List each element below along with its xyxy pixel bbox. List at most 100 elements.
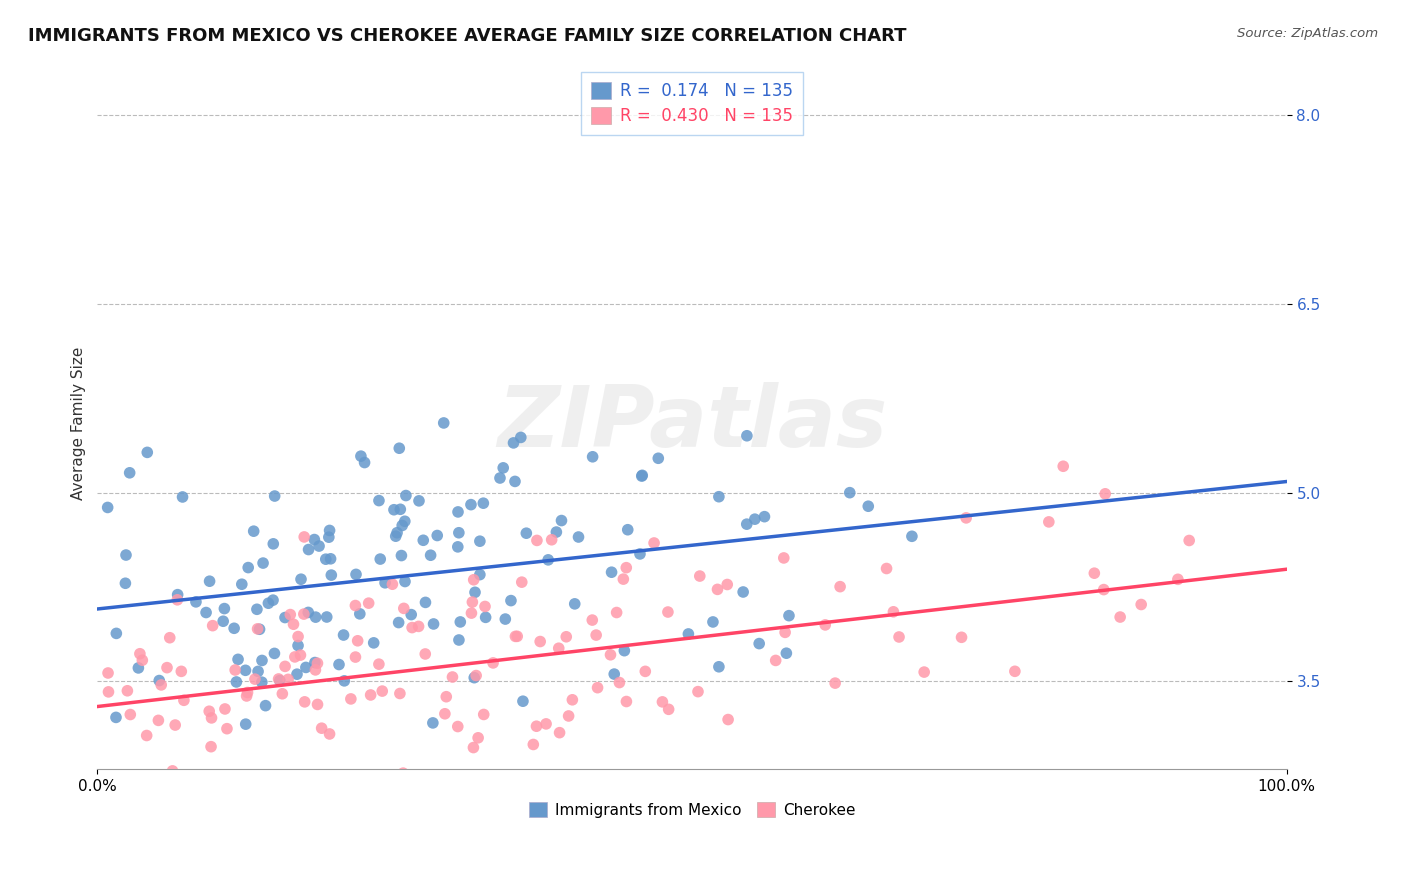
Point [581, 450, 603, 464]
Point [510, 575, 533, 590]
Point [173, 693, 195, 707]
Point [226, 652, 249, 666]
Point [581, 613, 603, 627]
Point [304, 533, 326, 547]
Point [198, 574, 221, 589]
Point [603, 667, 626, 681]
Point [385, 525, 408, 540]
Point [468, 567, 491, 582]
Text: Source: ZipAtlas.com: Source: ZipAtlas.com [1237, 27, 1378, 40]
Point [540, 533, 562, 547]
Point [472, 496, 495, 510]
Point [707, 660, 730, 674]
Point [263, 647, 285, 661]
Point [360, 688, 382, 702]
Point [567, 530, 589, 544]
Point [394, 514, 416, 528]
Point [658, 702, 681, 716]
Point [467, 731, 489, 745]
Point [297, 542, 319, 557]
Point [321, 568, 343, 582]
Point [384, 529, 406, 543]
Point [318, 530, 340, 544]
Point [278, 607, 301, 622]
Point [184, 595, 207, 609]
Point [135, 729, 157, 743]
Point [235, 717, 257, 731]
Point [172, 490, 194, 504]
Point [235, 663, 257, 677]
Point [503, 475, 526, 489]
Point [287, 639, 309, 653]
Point [950, 630, 973, 644]
Point [824, 676, 846, 690]
Point [389, 502, 412, 516]
Point [465, 668, 488, 682]
Point [413, 647, 436, 661]
Point [195, 606, 218, 620]
Point [754, 509, 776, 524]
Point [200, 711, 222, 725]
Point [292, 607, 315, 621]
Point [557, 709, 579, 723]
Point [363, 636, 385, 650]
Point [647, 451, 669, 466]
Point [474, 610, 496, 624]
Point [307, 698, 329, 712]
Point [250, 653, 273, 667]
Point [522, 738, 544, 752]
Point [200, 739, 222, 754]
Point [422, 617, 444, 632]
Point [333, 673, 356, 688]
Point [447, 632, 470, 647]
Point [374, 575, 396, 590]
Point [215, 722, 238, 736]
Point [775, 646, 797, 660]
Point [772, 550, 794, 565]
Point [350, 449, 373, 463]
Point [887, 630, 910, 644]
Point [735, 429, 758, 443]
Point [346, 633, 368, 648]
Point [315, 552, 337, 566]
Point [283, 617, 305, 632]
Point [441, 670, 464, 684]
Point [131, 653, 153, 667]
Point [315, 610, 337, 624]
Point [159, 631, 181, 645]
Point [353, 456, 375, 470]
Point [765, 653, 787, 667]
Point [287, 630, 309, 644]
Point [381, 577, 404, 591]
Point [120, 707, 142, 722]
Point [613, 643, 636, 657]
Point [368, 552, 391, 566]
Point [127, 661, 149, 675]
Point [744, 512, 766, 526]
Point [319, 551, 342, 566]
Point [447, 720, 470, 734]
Point [631, 468, 654, 483]
Point [236, 685, 259, 699]
Point [616, 523, 638, 537]
Point [912, 665, 935, 679]
Point [415, 595, 437, 609]
Point [304, 610, 326, 624]
Point [165, 718, 187, 732]
Point [586, 681, 609, 695]
Point [285, 667, 308, 681]
Point [630, 469, 652, 483]
Point [643, 536, 665, 550]
Point [546, 524, 568, 539]
Point [340, 692, 363, 706]
Point [447, 525, 470, 540]
Point [250, 675, 273, 690]
Point [304, 663, 326, 677]
Point [419, 548, 441, 562]
Point [257, 596, 280, 610]
Point [433, 706, 456, 721]
Point [357, 596, 380, 610]
Point [136, 445, 159, 459]
Point [391, 549, 413, 563]
Y-axis label: Average Family Size: Average Family Size [72, 347, 86, 500]
